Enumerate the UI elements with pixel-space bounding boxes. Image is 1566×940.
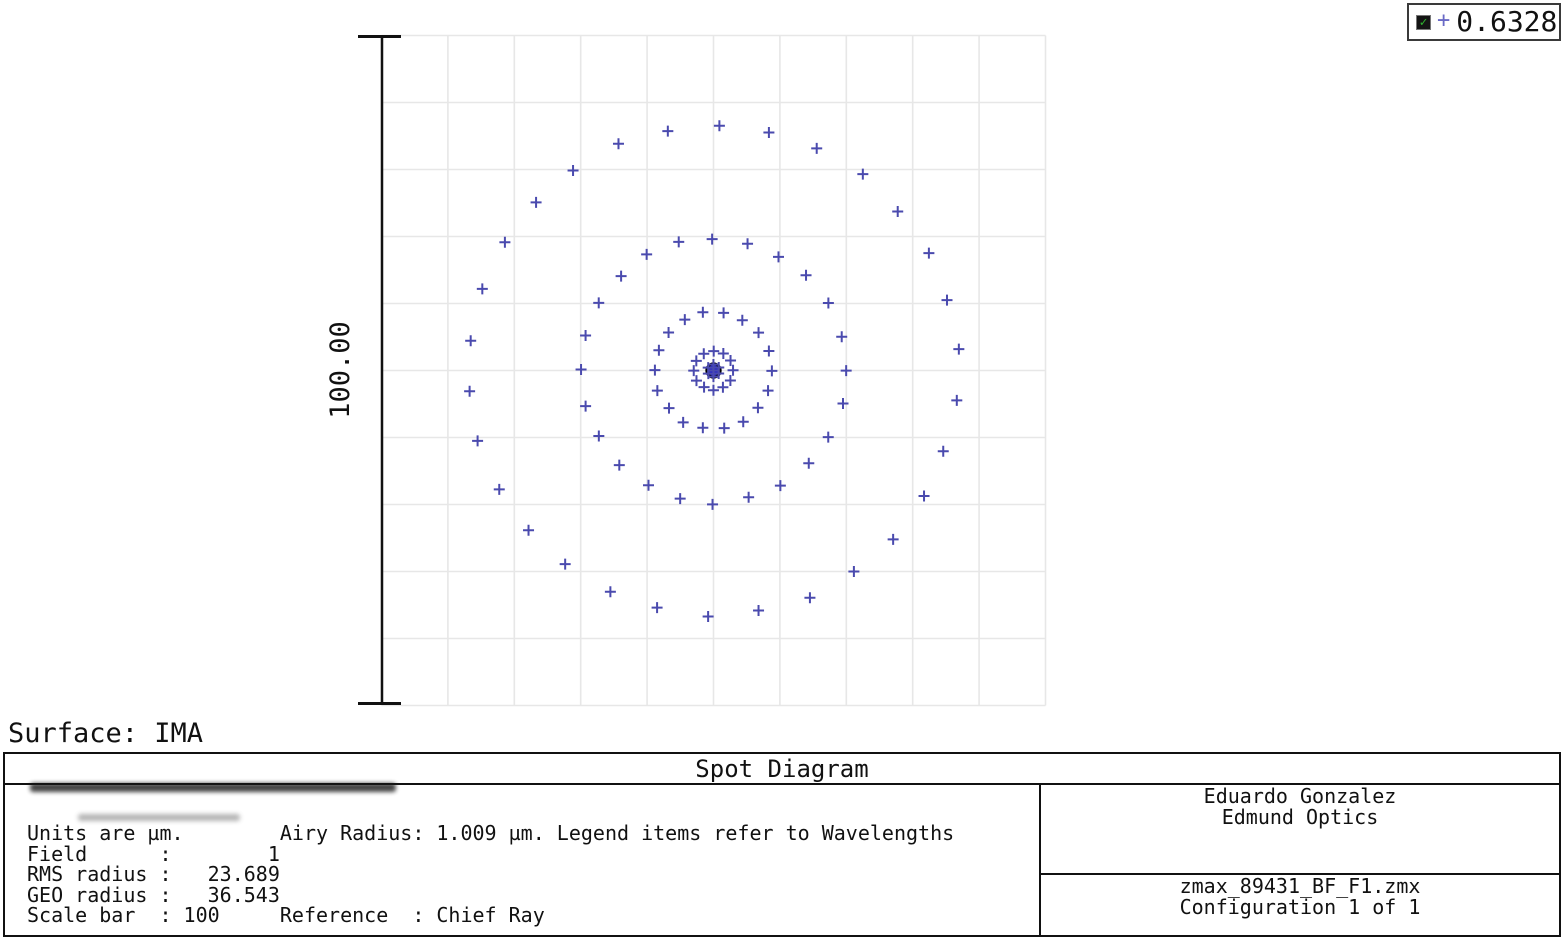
scale-bar: 100.00 bbox=[325, 35, 401, 705]
author-name: Eduardo Gonzalez bbox=[1203, 784, 1397, 808]
info-line-geo-radius: GEO radius : 36.543 bbox=[27, 882, 280, 907]
file-name: zmax_89431_BF_F1.zmx bbox=[1179, 874, 1421, 898]
info-line-field: Field : 1 bbox=[27, 841, 280, 866]
spot-diagram-plot: 100.00 bbox=[325, 34, 1047, 707]
plot-title: Spot Diagram bbox=[695, 754, 869, 783]
info-line-scale-bar: Scale bar : 100 Reference : Chief Ray bbox=[27, 903, 545, 927]
scale-bar-label: 100.00 bbox=[325, 321, 356, 419]
footer-info-lines: Units are µm. Airy Radius: 1.009 µm. Leg… bbox=[27, 823, 954, 926]
redacted-text-strip bbox=[30, 783, 396, 792]
info-line-units: Units are µm. Airy Radius: 1.009 µm. Leg… bbox=[27, 821, 955, 845]
configuration-label: Configuration 1 of 1 bbox=[1179, 895, 1421, 919]
wavelength-marker-icon: + bbox=[1437, 7, 1451, 33]
wavelength-checkbox[interactable]: ✓ bbox=[1416, 14, 1431, 30]
file-cell: zmax_89431_BF_F1.zmx Configuration 1 of … bbox=[1041, 875, 1559, 935]
author-company: Edmund Optics bbox=[1221, 805, 1379, 829]
info-line-rms-radius: RMS radius : 23.689 bbox=[27, 862, 280, 886]
footer-right-column: Eduardo Gonzalez Edmund Optics zmax_8943… bbox=[1039, 785, 1559, 935]
surface-label: Surface: IMA bbox=[8, 718, 204, 749]
author-cell: Eduardo Gonzalez Edmund Optics bbox=[1041, 785, 1559, 875]
footer-body: Units are µm. Airy Radius: 1.009 µm. Leg… bbox=[5, 783, 1559, 935]
footer-title-row: Spot Diagram bbox=[5, 754, 1559, 785]
spot-markers bbox=[464, 120, 965, 622]
checkmark-icon: ✓ bbox=[1419, 14, 1428, 30]
footer-table: Spot Diagram Units are µm. Airy Radius: … bbox=[3, 752, 1561, 937]
wavelength-legend: ✓ + 0.6328 bbox=[1407, 3, 1561, 41]
footer-info-cell: Units are µm. Airy Radius: 1.009 µm. Leg… bbox=[5, 783, 1039, 935]
redacted-text-strip bbox=[78, 814, 240, 821]
wavelength-value: 0.6328 bbox=[1456, 5, 1558, 38]
